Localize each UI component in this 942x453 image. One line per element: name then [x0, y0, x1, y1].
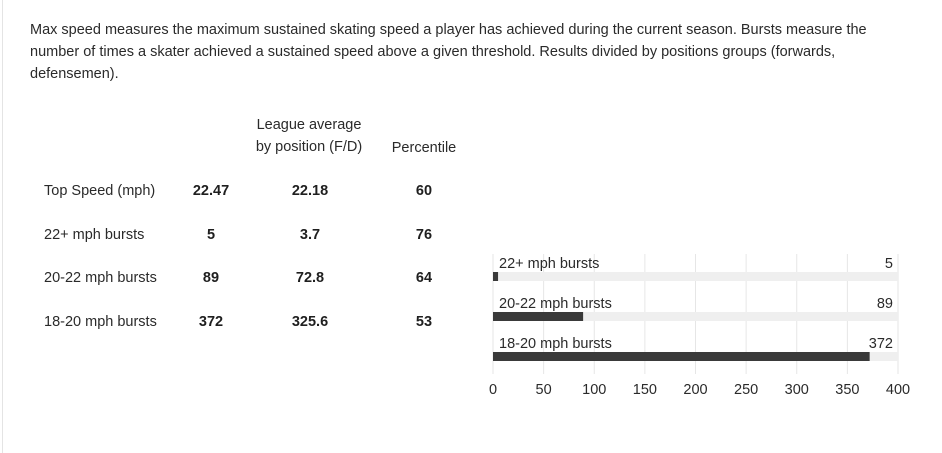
bar	[493, 352, 870, 361]
header-percentile: Percentile	[391, 140, 457, 156]
bar-value-label: 89	[877, 296, 893, 312]
row-label: 20-22 mph bursts	[44, 270, 157, 286]
row-percentile: 60	[415, 183, 433, 199]
row-percentile: 53	[415, 314, 433, 330]
row-label: Top Speed (mph)	[44, 183, 156, 199]
x-tick-label: 0	[489, 382, 497, 398]
bar-track	[493, 272, 898, 281]
row-league-average: 22.18	[291, 183, 329, 199]
row-label: 22+ mph bursts	[44, 227, 145, 243]
left-border	[2, 0, 3, 453]
x-tick-label: 100	[582, 382, 606, 398]
x-tick-label: 400	[886, 382, 910, 398]
row-value: 5	[206, 227, 216, 243]
x-tick-label: 300	[785, 382, 809, 398]
bar	[493, 272, 499, 281]
bursts-bar-chart: 22+ mph bursts 5 20-22 mph bursts 89 18-20 m…	[489, 254, 910, 398]
header-league-line2: by position (F/D)	[255, 139, 363, 155]
header-league-line1: League average	[256, 117, 362, 133]
bar-category-label: 18-20 mph bursts	[499, 336, 612, 352]
header-league-average: League average by position (F/D)	[246, 114, 372, 158]
bar	[493, 312, 584, 321]
row-label: 18-20 mph bursts	[44, 314, 157, 330]
x-tick-label: 50	[536, 382, 552, 398]
row-value: 22.47	[192, 183, 230, 199]
x-tick-label: 350	[835, 382, 859, 398]
row-value: 89	[202, 270, 220, 286]
row-league-average: 72.8	[295, 270, 325, 286]
row-value: 372	[198, 314, 224, 330]
row-percentile: 76	[415, 227, 433, 243]
description-text: Max speed measures the maximum sustained…	[30, 22, 867, 82]
x-tick-label: 250	[734, 382, 758, 398]
bar-value-label: 5	[885, 256, 893, 272]
bar-category-label: 22+ mph bursts	[499, 256, 599, 272]
row-league-average: 3.7	[299, 227, 321, 243]
x-tick-label: 150	[633, 382, 657, 398]
bar-track	[493, 312, 898, 321]
bar-value-label: 372	[869, 336, 893, 352]
bar-category-label: 20-22 mph bursts	[499, 296, 612, 312]
row-percentile: 64	[415, 270, 433, 286]
row-league-average: 325.6	[291, 314, 329, 330]
x-tick-label: 200	[683, 382, 707, 398]
